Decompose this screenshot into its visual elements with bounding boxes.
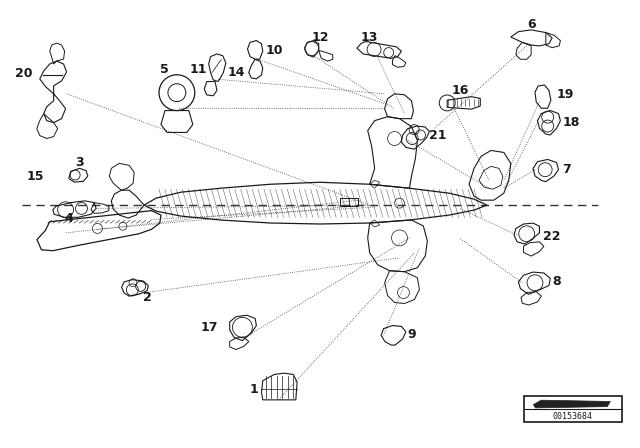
Text: 15: 15 — [26, 170, 44, 183]
Text: 00153684: 00153684 — [553, 412, 593, 421]
Text: 2: 2 — [143, 291, 152, 304]
Text: 16: 16 — [451, 84, 468, 97]
Text: 7: 7 — [562, 163, 570, 176]
Text: 8: 8 — [552, 276, 561, 289]
Text: 4: 4 — [65, 212, 73, 225]
Text: 20: 20 — [15, 67, 33, 80]
Text: 10: 10 — [266, 44, 284, 57]
Text: 9: 9 — [408, 328, 417, 341]
Text: 21: 21 — [429, 129, 447, 142]
Text: 11: 11 — [189, 63, 207, 76]
Text: 3: 3 — [76, 156, 84, 169]
Text: 14: 14 — [228, 66, 245, 79]
Text: 6: 6 — [527, 18, 536, 31]
Text: 5: 5 — [160, 63, 168, 76]
Text: 1: 1 — [250, 383, 259, 396]
Text: 18: 18 — [563, 116, 580, 129]
Polygon shape — [533, 400, 611, 408]
Text: 19: 19 — [557, 88, 574, 101]
Text: 22: 22 — [543, 230, 560, 243]
Text: 13: 13 — [361, 30, 378, 43]
Text: 12: 12 — [311, 30, 329, 43]
Bar — [524, 396, 622, 422]
Text: 17: 17 — [201, 321, 218, 334]
